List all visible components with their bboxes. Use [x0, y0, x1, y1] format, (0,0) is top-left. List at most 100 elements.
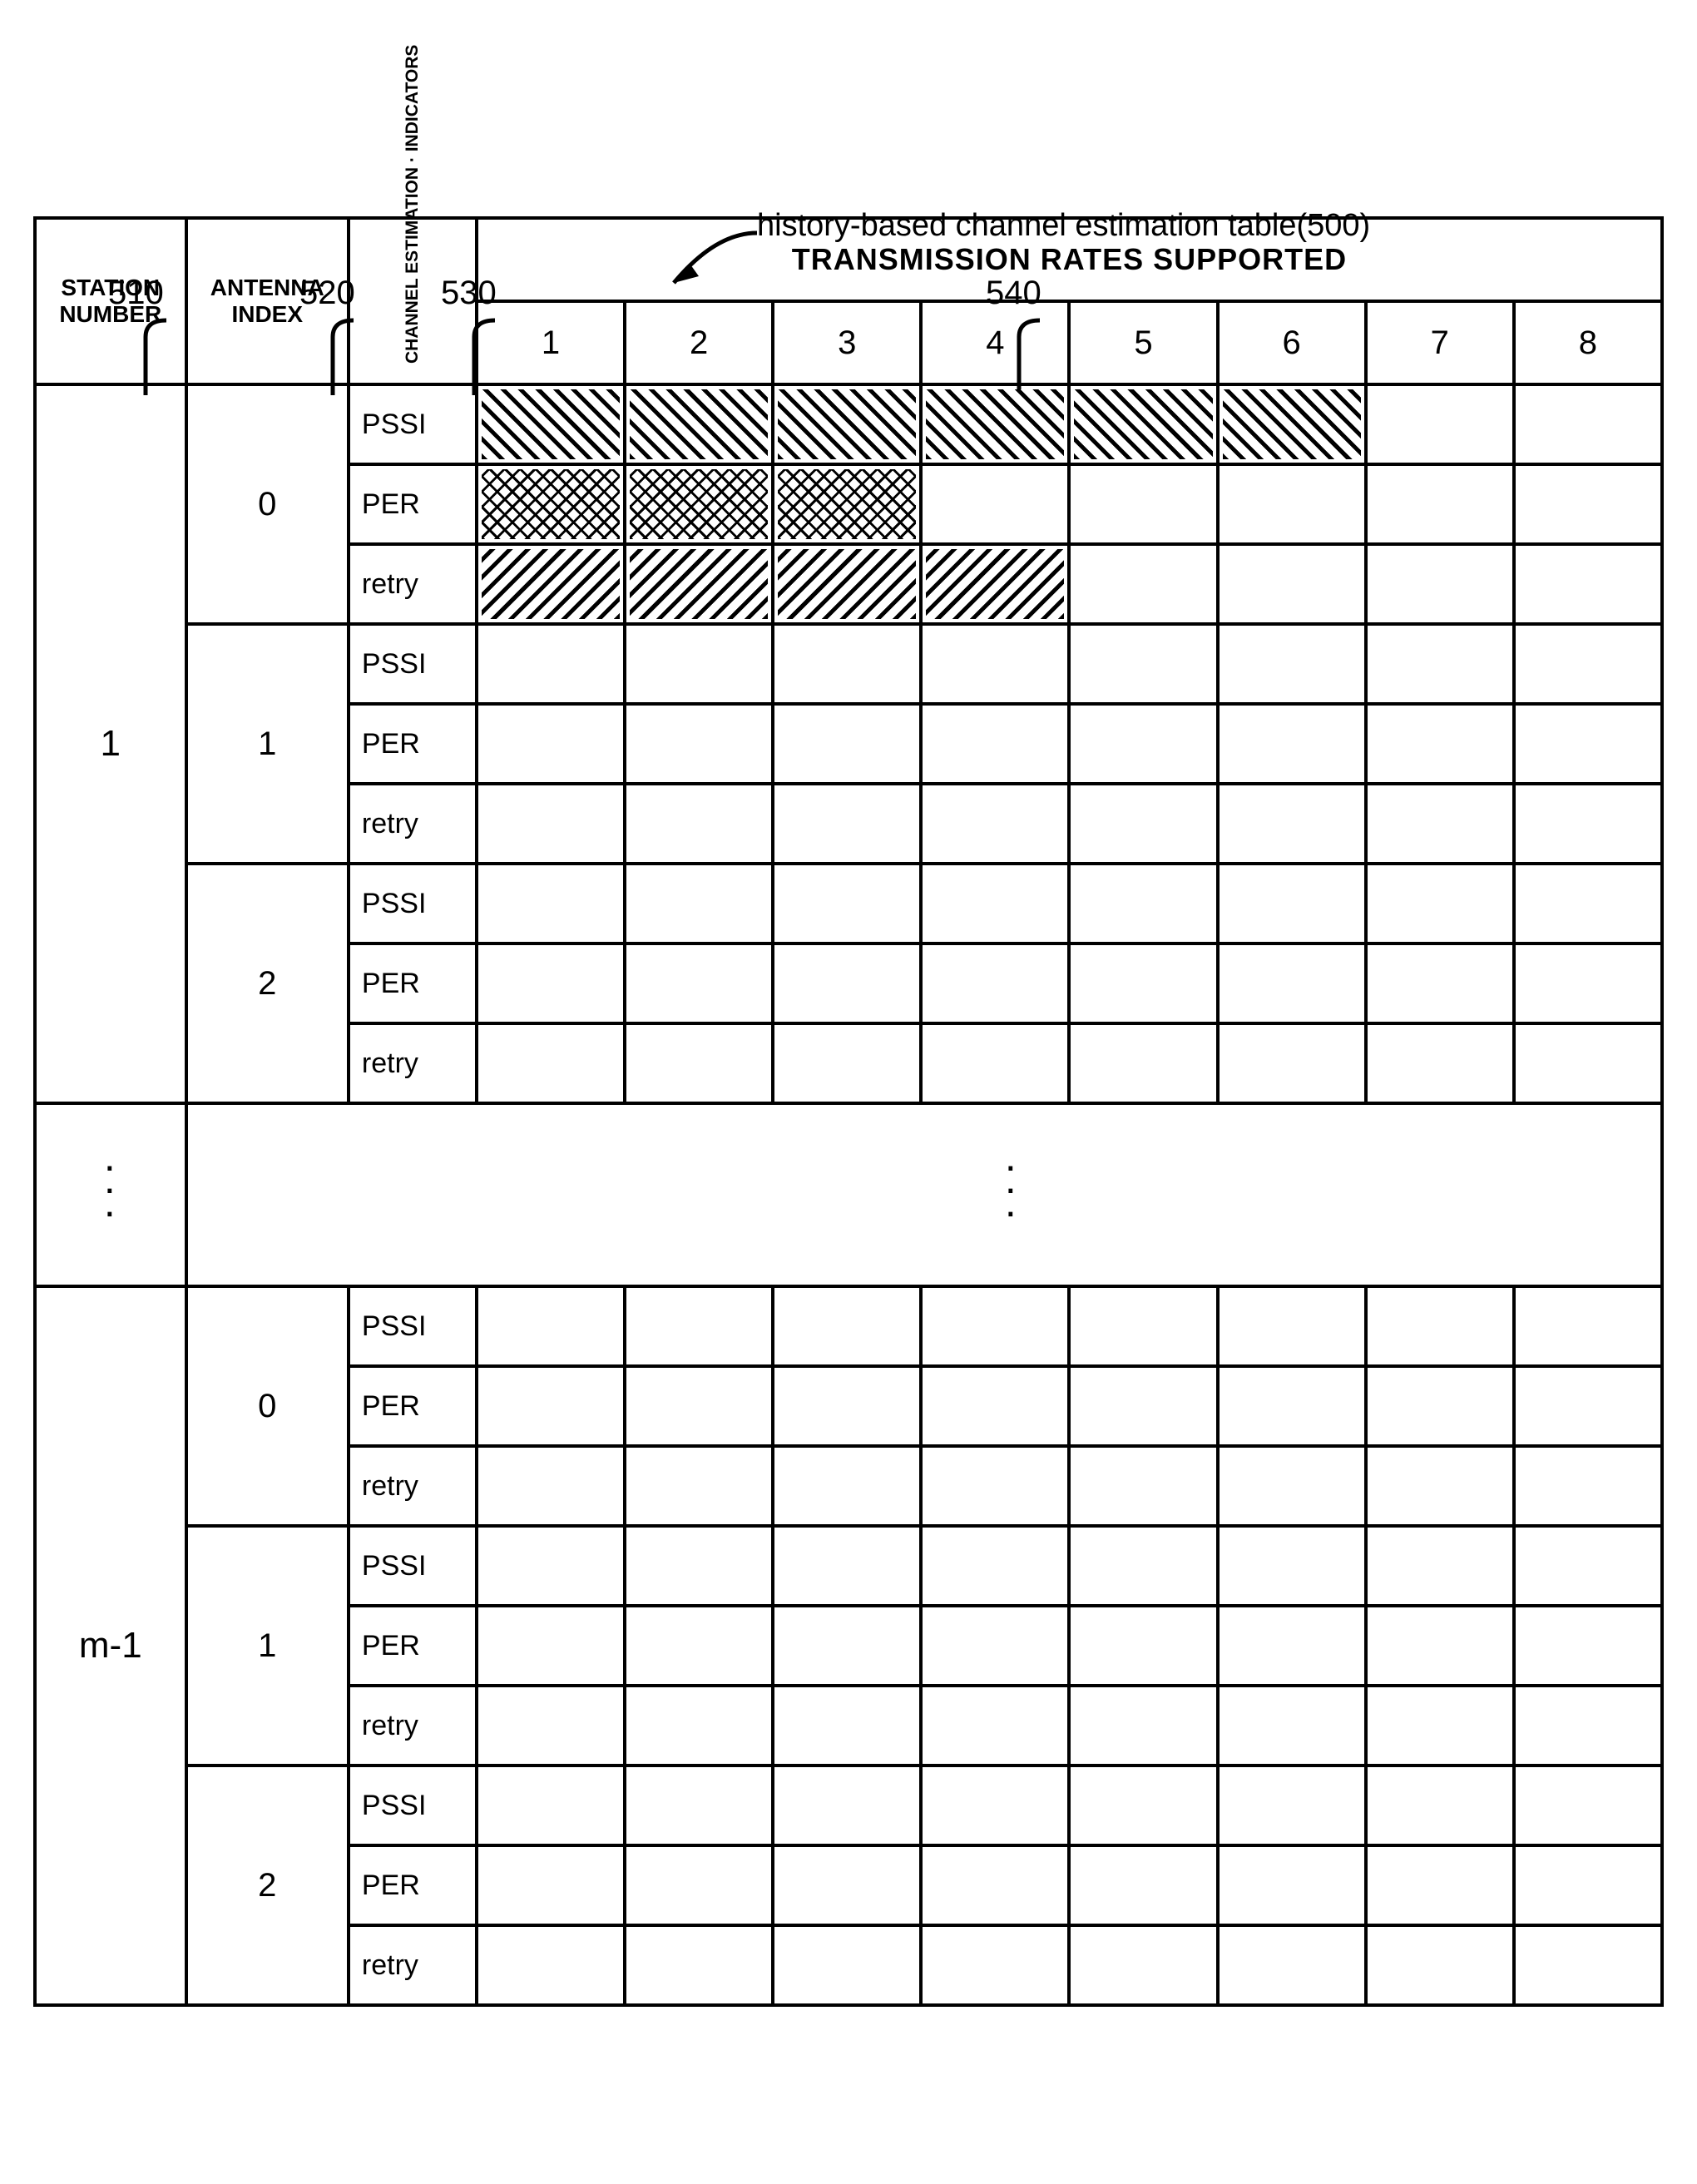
- indicator-cell: PER: [349, 1606, 477, 1686]
- rate-cell: [1218, 704, 1366, 784]
- header-station: STATION NUMBER: [35, 218, 186, 384]
- rate-cell: [1514, 1023, 1662, 1103]
- header-rate-5: 5: [1069, 301, 1217, 384]
- rate-cell: [1218, 1766, 1366, 1845]
- rate-cell: [477, 1023, 625, 1103]
- rate-cell: [773, 1845, 921, 1925]
- rate-cell: [1514, 1606, 1662, 1686]
- rate-cell: [1218, 544, 1366, 624]
- rate-cell: [1218, 1845, 1366, 1925]
- rate-cell: [1514, 1366, 1662, 1446]
- rate-cell: [1514, 1925, 1662, 2005]
- rate-cell: [1069, 1023, 1217, 1103]
- rate-cell: [625, 1526, 773, 1606]
- rate-cell: [625, 384, 773, 464]
- hatch-fill: [1223, 389, 1361, 459]
- hatch-fill: [926, 549, 1064, 619]
- rate-cell: [1514, 943, 1662, 1023]
- rate-cell: [1218, 864, 1366, 943]
- rate-cell: [773, 943, 921, 1023]
- header-rate-3: 3: [773, 301, 921, 384]
- rate-cell: [1218, 1686, 1366, 1766]
- rate-cell: [921, 1845, 1069, 1925]
- rate-cell: [1514, 1766, 1662, 1845]
- rate-cell: [1069, 1286, 1217, 1366]
- ellipsis-body: ···: [186, 1103, 1662, 1286]
- rate-cell: [921, 704, 1069, 784]
- indicator-cell: retry: [349, 1446, 477, 1526]
- rate-cell: [625, 624, 773, 704]
- table-body: 10PSSIPERretry1PSSIPERretry2PSSIPERretry…: [35, 384, 1662, 2005]
- rate-cell: [1069, 384, 1217, 464]
- header-rate-8: 8: [1514, 301, 1662, 384]
- rate-cell: [921, 544, 1069, 624]
- rate-cell: [1514, 624, 1662, 704]
- antenna-cell: 1: [186, 624, 349, 864]
- table-row: 1PSSI: [35, 1526, 1662, 1606]
- hatch-fill: [630, 389, 768, 459]
- rate-cell: [921, 1023, 1069, 1103]
- rate-cell: [1366, 384, 1514, 464]
- indicator-cell: retry: [349, 544, 477, 624]
- header-rates-label: TRANSMISSION RATES SUPPORTED: [792, 242, 1347, 276]
- rate-cell: [625, 943, 773, 1023]
- rate-cell: [1366, 784, 1514, 864]
- rate-cell: [773, 624, 921, 704]
- rate-cell: [477, 864, 625, 943]
- rate-cell: [1218, 1526, 1366, 1606]
- rate-cell: [773, 464, 921, 544]
- rate-cell: [1069, 1446, 1217, 1526]
- rate-cell: [477, 384, 625, 464]
- rate-cell: [1366, 464, 1514, 544]
- rate-cell: [625, 1366, 773, 1446]
- rate-cell: [1218, 1023, 1366, 1103]
- rate-cell: [1514, 544, 1662, 624]
- rate-cell: [1218, 1925, 1366, 2005]
- rate-cell: [1069, 544, 1217, 624]
- rate-cell: [773, 544, 921, 624]
- rate-cell: [477, 624, 625, 704]
- rate-cell: [477, 1766, 625, 1845]
- rate-cell: [1218, 624, 1366, 704]
- rate-cell: [773, 1023, 921, 1103]
- rate-cell: [1514, 704, 1662, 784]
- rate-cell: [477, 1286, 625, 1366]
- rate-cell: [625, 784, 773, 864]
- header-antenna-label: ANTENNA INDEX: [188, 275, 347, 328]
- header-antenna: ANTENNA INDEX: [186, 218, 349, 384]
- rate-cell: [1069, 1766, 1217, 1845]
- hatch-fill: [630, 469, 768, 539]
- rate-cell: [477, 1606, 625, 1686]
- rate-cell: [1366, 1766, 1514, 1845]
- rate-cell: [921, 1286, 1069, 1366]
- rate-cell: [1366, 1845, 1514, 1925]
- rate-cell: [773, 784, 921, 864]
- table-row: 1PSSI: [35, 624, 1662, 704]
- rate-cell: [477, 1925, 625, 2005]
- rate-cell: [1514, 1446, 1662, 1526]
- table-row: 2PSSI: [35, 864, 1662, 943]
- antenna-cell: 2: [186, 1766, 349, 2005]
- rate-cell: [1218, 1446, 1366, 1526]
- rate-cell: [1366, 1366, 1514, 1446]
- hatch-fill: [778, 549, 916, 619]
- antenna-cell: 1: [186, 1526, 349, 1766]
- rate-cell: [773, 384, 921, 464]
- table-row: 2PSSI: [35, 1766, 1662, 1845]
- indicator-cell: PER: [349, 464, 477, 544]
- rate-cell: [1514, 1686, 1662, 1766]
- rate-cell: [1218, 1366, 1366, 1446]
- rate-cell: [1218, 1286, 1366, 1366]
- rate-cell: [625, 1925, 773, 2005]
- hatch-fill: [926, 389, 1064, 459]
- indicator-cell: PER: [349, 1366, 477, 1446]
- antenna-cell: 0: [186, 1286, 349, 1526]
- rate-cell: [1366, 864, 1514, 943]
- rate-cell: [625, 464, 773, 544]
- rate-cell: [1069, 1366, 1217, 1446]
- rate-cell: [1069, 1845, 1217, 1925]
- rate-cell: [1218, 1606, 1366, 1686]
- estimation-table: STATION NUMBER ANTENNA INDEX CHANNEL EST…: [33, 216, 1664, 2007]
- ellipsis-row: ······: [35, 1103, 1662, 1286]
- hatch-fill: [482, 469, 620, 539]
